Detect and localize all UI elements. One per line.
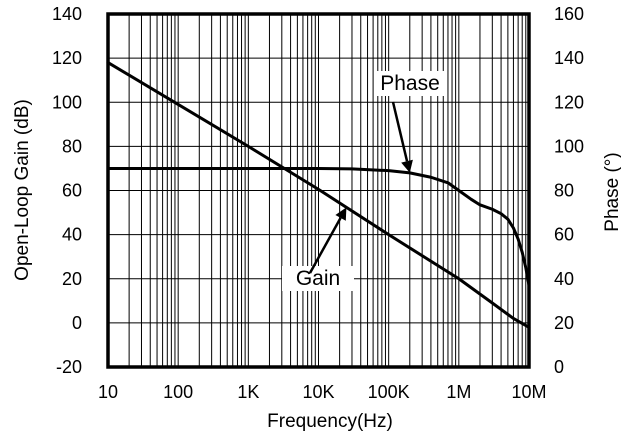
y-left-tick-label: 140 bbox=[52, 4, 82, 24]
y-left-axis-title: Open-Loop Gain (dB) bbox=[12, 99, 33, 281]
series-line-gain bbox=[106, 61, 531, 329]
y-left-tick-label: 100 bbox=[52, 92, 82, 112]
y-left-tick-labels: -20 0 20 40 60 80 100 120 140 bbox=[52, 4, 82, 377]
x-tick-labels: 10 100 1K 10K 100K 1M 10M bbox=[98, 382, 547, 402]
phase-arrow-head bbox=[401, 159, 413, 173]
x-tick-label: 10M bbox=[511, 382, 546, 402]
y-right-tick-label: 120 bbox=[554, 92, 584, 112]
gain-annotation-label: Gain bbox=[296, 267, 340, 290]
gain-arrow-head bbox=[335, 207, 347, 221]
y-right-tick-labels: 0 20 40 60 80 100 120 140 160 bbox=[554, 4, 584, 377]
plot-frame bbox=[106, 12, 531, 369]
grid bbox=[108, 14, 529, 367]
y-left-tick-label: 80 bbox=[62, 136, 82, 156]
y-right-tick-label: 0 bbox=[554, 357, 564, 377]
y-left-tick-label: 120 bbox=[52, 48, 82, 68]
x-tick-label: 1K bbox=[237, 382, 259, 402]
x-axis-title: Frequency(Hz) bbox=[267, 411, 393, 432]
y-right-tick-label: 160 bbox=[554, 4, 584, 24]
x-tick-label: 100K bbox=[368, 382, 410, 402]
x-tick-label: 10 bbox=[98, 382, 118, 402]
phase-annotation-label: Phase bbox=[380, 72, 440, 95]
y-left-tick-label: 20 bbox=[62, 269, 82, 289]
gain-arrow-shaft bbox=[308, 217, 342, 274]
series-layer bbox=[106, 61, 531, 329]
x-tick-label: 1M bbox=[446, 382, 471, 402]
gain-label-background bbox=[282, 266, 354, 291]
y-right-tick-label: 100 bbox=[554, 136, 584, 156]
phase-arrow-shaft bbox=[391, 101, 409, 162]
x-tick-label: 10K bbox=[302, 382, 334, 402]
series-line-phase bbox=[106, 166, 531, 287]
y-right-axis-title: Phase (°) bbox=[602, 152, 621, 231]
y-right-tick-label: 20 bbox=[554, 313, 574, 333]
y-right-tick-label: 40 bbox=[554, 269, 574, 289]
y-left-tick-label: 60 bbox=[62, 181, 82, 201]
y-left-tick-label: -20 bbox=[56, 357, 82, 377]
x-tick-label: 100 bbox=[163, 382, 193, 402]
y-right-tick-label: 80 bbox=[554, 181, 574, 201]
annotation-layer: Phase Gain bbox=[282, 71, 446, 291]
y-right-tick-label: 140 bbox=[554, 48, 584, 68]
y-left-tick-label: 40 bbox=[62, 225, 82, 245]
phase-label-background bbox=[374, 71, 446, 96]
y-left-tick-label: 0 bbox=[72, 313, 82, 333]
y-right-tick-label: 60 bbox=[554, 225, 574, 245]
